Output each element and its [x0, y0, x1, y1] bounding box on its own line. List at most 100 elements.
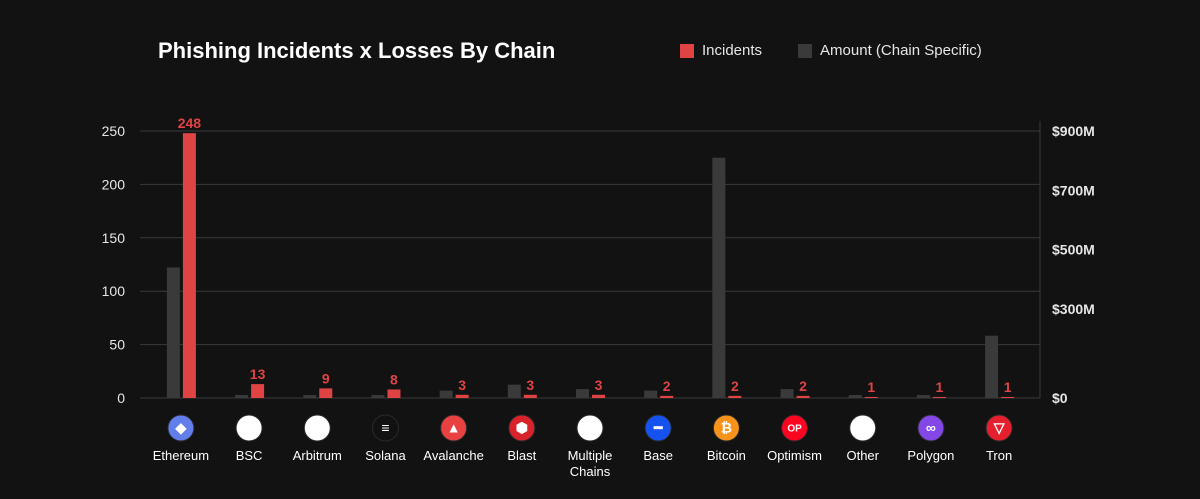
data-label-incidents: 13	[250, 366, 266, 382]
data-label-incidents: 3	[458, 377, 466, 393]
svg-text:≡: ≡	[381, 420, 389, 436]
category-label: Other	[846, 448, 879, 463]
legend-swatch-incidents	[680, 43, 694, 58]
bar-incidents	[660, 395, 674, 398]
bar-amount	[576, 389, 589, 398]
legend-label-incidents: Incidents	[702, 42, 763, 59]
category-label: Optimism	[767, 448, 822, 463]
svg-text:OP: OP	[787, 423, 802, 434]
data-label-incidents: 9	[322, 370, 330, 386]
tron-icon: ▽	[985, 414, 1013, 442]
base-icon: ━	[644, 414, 672, 442]
bar-incidents	[728, 395, 742, 398]
data-label-incidents: 3	[526, 377, 534, 393]
category-label: Bitcoin	[707, 448, 746, 463]
polygon-icon: ∞	[917, 414, 945, 442]
bar-incidents	[319, 388, 333, 398]
gridlines	[140, 121, 1041, 399]
bar-incidents	[387, 389, 401, 398]
bar-incidents	[592, 394, 605, 398]
solana-icon: ≡	[371, 414, 399, 442]
arbitrum-icon: /	[303, 414, 331, 442]
left-axis-ticks: 0 50 100 150 200 250	[102, 123, 126, 406]
category-label: Solana	[365, 448, 406, 463]
bar-amount	[371, 395, 385, 398]
category-label: Blast	[507, 448, 536, 463]
data-label-incidents: 248	[178, 115, 202, 131]
left-tick-label: 150	[102, 230, 126, 246]
bsc-icon: ▮	[235, 414, 263, 442]
category-labels: Ethereum BSC Arbitrum Solana Avalanche Blast M…	[153, 448, 1012, 479]
bar-incidents	[932, 396, 946, 398]
category-label: Base	[643, 448, 673, 463]
svg-text:▽: ▽	[993, 420, 1006, 436]
data-labels: 248 13 9 8 3 3 3 2 2 2 1 1 1	[178, 115, 1012, 395]
svg-text:•••: •••	[857, 423, 868, 434]
bar-amount	[439, 390, 453, 398]
bitcoin-icon: ₿	[712, 414, 740, 442]
right-tick-label: $700M	[1052, 182, 1095, 198]
category-label: Chains	[570, 464, 611, 479]
bar-incidents	[455, 394, 469, 398]
bar-amount	[780, 389, 794, 398]
category-label: Multiple	[568, 448, 613, 463]
data-label-incidents: 1	[1004, 379, 1012, 395]
svg-text:▮: ▮	[245, 420, 253, 436]
bar-incidents	[796, 395, 810, 398]
bar-amount	[848, 395, 862, 398]
bar-amount	[644, 390, 658, 398]
legend-label-amount: Amount (Chain Specific)	[820, 42, 982, 59]
bar-incidents	[251, 384, 265, 398]
right-tick-label: $500M	[1052, 242, 1095, 258]
left-tick-label: 0	[117, 390, 125, 406]
bar-incidents	[864, 396, 878, 398]
svg-text:⬢: ⬢	[516, 420, 528, 436]
category-label: Ethereum	[153, 448, 209, 463]
bar-amount	[712, 157, 726, 398]
bar-amount	[303, 395, 317, 398]
svg-text:₿: ₿	[721, 420, 732, 436]
bar-amount	[985, 335, 999, 398]
left-tick-label: 100	[102, 283, 126, 299]
left-tick-label: 250	[102, 123, 126, 139]
bars	[166, 133, 1015, 399]
right-tick-label: $300M	[1052, 301, 1095, 317]
left-tick-label: 50	[109, 337, 125, 353]
blast-icon: ⬢	[508, 414, 536, 442]
right-axis-ticks: $0 $300M $500M $700M $900M	[1052, 123, 1095, 406]
right-tick-label: $900M	[1052, 123, 1095, 139]
avalanche-icon: ▲	[440, 414, 468, 442]
legend-item-incidents: Incidents	[680, 42, 762, 59]
category-label: BSC	[236, 448, 263, 463]
data-label-incidents: 1	[936, 379, 944, 395]
legend-swatch-amount	[798, 43, 813, 58]
bar-amount	[507, 384, 521, 398]
data-label-incidents: 8	[390, 371, 398, 387]
category-label: Tron	[986, 448, 1012, 463]
category-label: Avalanche	[423, 448, 483, 463]
svg-text:∞: ∞	[926, 420, 936, 436]
svg-text:▲: ▲	[447, 420, 461, 436]
bar-incidents	[523, 394, 537, 398]
legend-item-amount: Amount (Chain Specific)	[798, 42, 982, 59]
bar-amount	[166, 267, 180, 398]
svg-text:/: /	[315, 420, 319, 436]
data-label-incidents: 2	[663, 378, 671, 394]
data-label-incidents: 1	[867, 379, 875, 395]
category-label: Arbitrum	[293, 448, 342, 463]
other-icon: •••	[849, 414, 877, 442]
multiple-chains-icon: ∞	[576, 414, 604, 442]
left-tick-label: 200	[102, 176, 126, 192]
category-label: Polygon	[907, 448, 954, 463]
data-label-incidents: 3	[595, 377, 603, 393]
ethereum-icon: ◆	[167, 414, 195, 442]
chain-icons: ◆ ▮ / ≡ ▲ ⬢ ∞ ━ ₿ OP ••• ∞ ▽	[167, 414, 1013, 442]
bar-amount	[235, 395, 249, 398]
chart-title: Phishing Incidents x Losses By Chain	[158, 38, 556, 63]
bar-incidents	[1001, 396, 1015, 398]
svg-text:◆: ◆	[175, 420, 188, 436]
right-tick-label: $0	[1052, 390, 1068, 406]
legend: Incidents Amount (Chain Specific)	[680, 42, 982, 59]
optimism-icon: OP	[781, 414, 809, 442]
